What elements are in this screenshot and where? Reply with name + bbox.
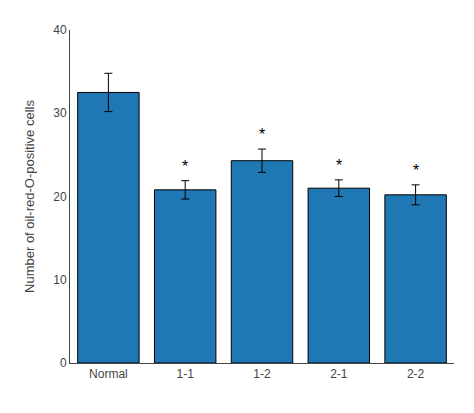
svg-text:*: *: [413, 162, 419, 179]
svg-text:Normal: Normal: [89, 367, 128, 381]
svg-text:*: *: [336, 157, 342, 174]
svg-text:*: *: [259, 126, 265, 143]
svg-text:2-1: 2-1: [330, 367, 348, 381]
svg-text:30: 30: [53, 106, 67, 120]
svg-text:1-1: 1-1: [177, 367, 195, 381]
svg-text:40: 40: [53, 23, 67, 37]
svg-text:*: *: [182, 158, 188, 175]
svg-text:0: 0: [60, 356, 67, 370]
svg-text:1-2: 1-2: [253, 367, 271, 381]
svg-text:10: 10: [53, 273, 67, 287]
svg-text:2-2: 2-2: [407, 367, 425, 381]
svg-text:20: 20: [53, 190, 67, 204]
svg-text:Number of oil-red-O-positive c: Number of oil-red-O-positive cells: [22, 100, 37, 293]
